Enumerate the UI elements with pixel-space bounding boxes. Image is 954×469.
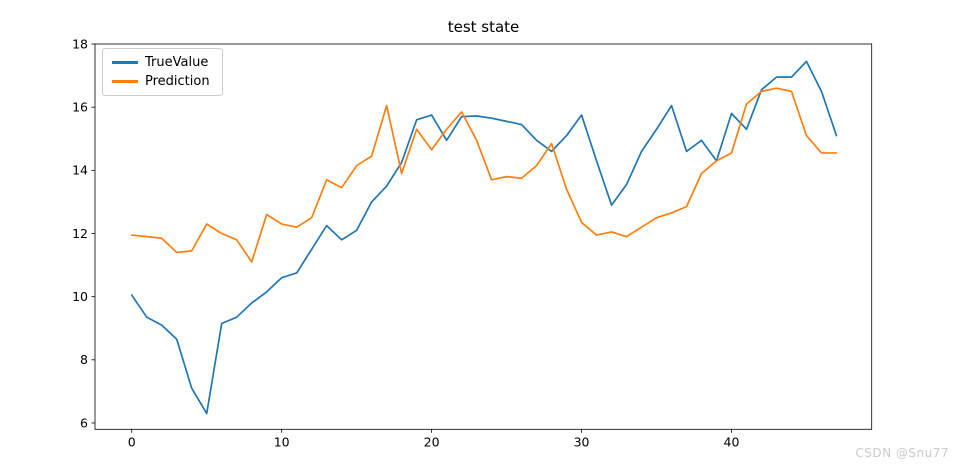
y-tick-label: 6 [80, 415, 88, 430]
chart-title: test state [447, 18, 520, 36]
x-tick-label: 40 [724, 434, 740, 449]
axes-frame [94, 43, 873, 430]
series-line-prediction [130, 87, 838, 263]
series-line-truevalue [130, 60, 838, 415]
legend-item-prediction: Prediction [112, 75, 218, 88]
truevalue-line-swatch [112, 61, 138, 64]
y-tick-label: 8 [80, 352, 88, 367]
x-tick-label: 10 [274, 434, 290, 449]
watermark-text: CSDN @Snu77 [855, 446, 949, 460]
legend-label-truevalue: TrueValue [145, 55, 209, 70]
legend-item-truevalue: TrueValue [112, 56, 218, 69]
legend-label-prediction: Prediction [145, 74, 210, 89]
y-tick-label: 16 [72, 99, 88, 114]
y-tick-label: 14 [72, 163, 88, 178]
y-tick-label: 10 [72, 289, 88, 304]
prediction-line-swatch [112, 80, 138, 83]
x-tick-label: 0 [128, 434, 136, 449]
x-tick-label: 20 [424, 434, 440, 449]
x-tick-label: 30 [574, 434, 590, 449]
legend: TrueValue Prediction [102, 48, 223, 96]
y-tick-label: 12 [72, 226, 88, 241]
y-tick-label: 18 [72, 36, 88, 51]
